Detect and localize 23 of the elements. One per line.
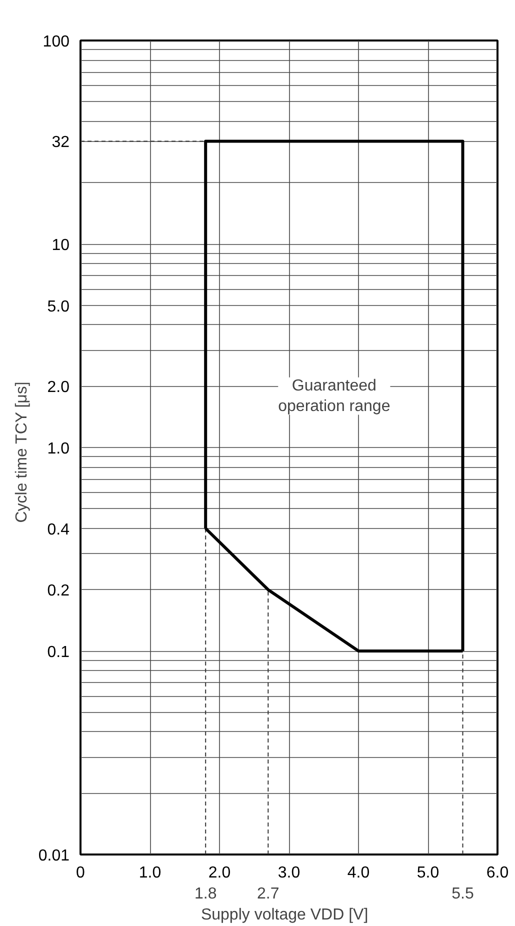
y-tick-label: 5.0 (47, 298, 70, 316)
x-tick-label: 4.0 (347, 864, 370, 882)
y-tick-label: 0.4 (47, 521, 70, 538)
y-tick-label: 2.0 (47, 379, 70, 396)
y-axis-title: Cycle time TCY [μs] (13, 382, 30, 523)
x-tick-label: 5.0 (416, 864, 440, 882)
ref-line-label: 5.5 (452, 886, 474, 902)
ref-line-label: 2.7 (257, 886, 280, 902)
x-tick-label: 1.0 (138, 864, 162, 882)
ref-line-label: 1.8 (194, 886, 217, 902)
y-tick-label: 0.2 (47, 582, 70, 600)
x-tick-label: 3.0 (278, 864, 300, 882)
y-tick-label: 0.01 (38, 848, 70, 864)
x-tick-label: 6.0 (486, 864, 509, 882)
x-axis-title: Supply voltage VDD [V] (200, 906, 368, 924)
y-tick-label: 10 (52, 237, 70, 254)
y-tick-label: 32 (52, 134, 70, 152)
y-tick-label: 1.0 (47, 440, 70, 458)
annotation: Guaranteed operation range (278, 377, 390, 415)
y-tick-label: 0.1 (47, 644, 70, 661)
y-tick-label: 100 (42, 34, 70, 50)
x-tick-label: 0 (76, 864, 86, 882)
x-tick-label: 2.0 (208, 864, 231, 882)
